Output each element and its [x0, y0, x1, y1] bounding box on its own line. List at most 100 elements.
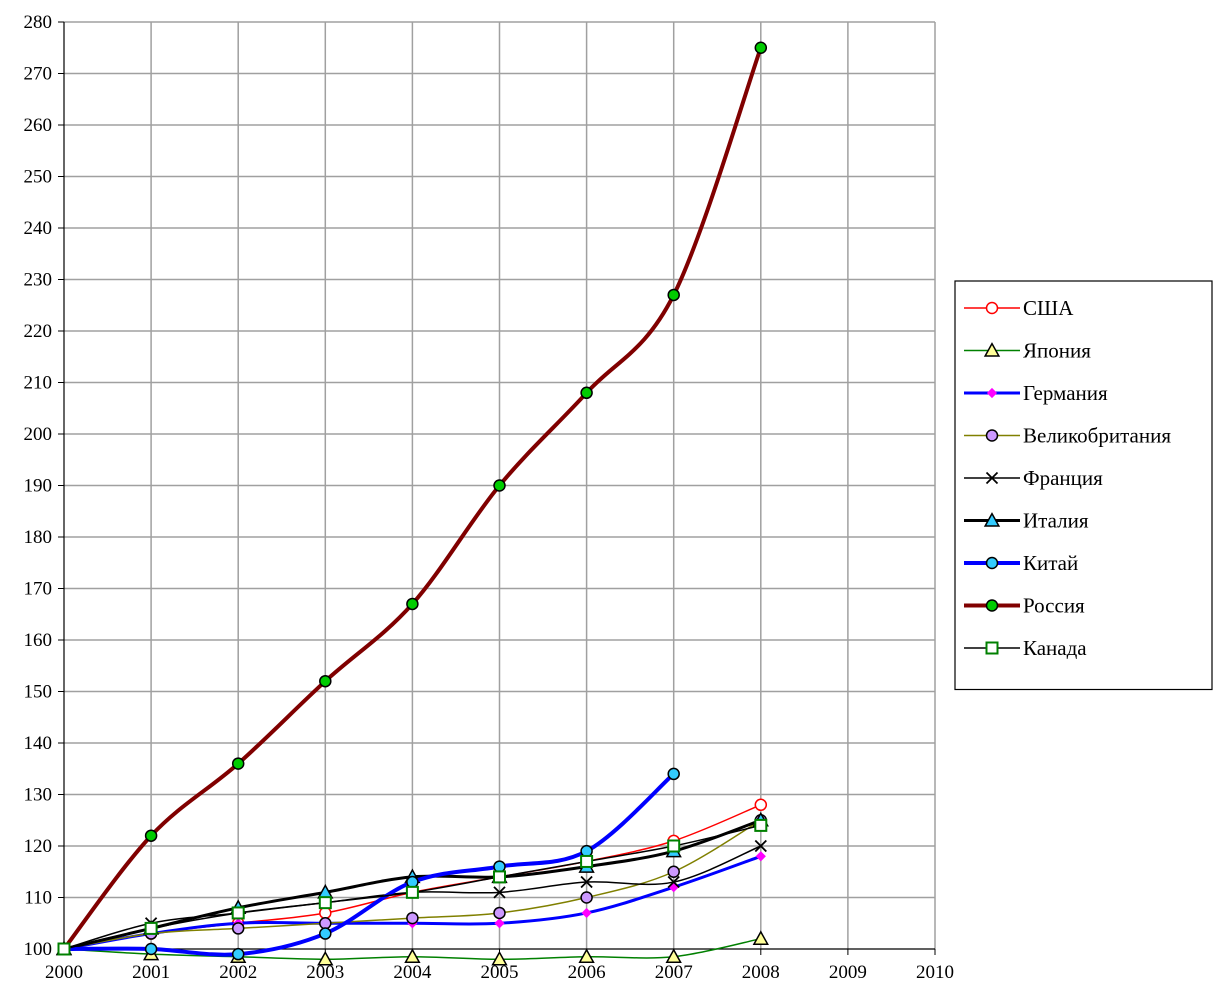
legend-label: Россия [1023, 594, 1085, 618]
legend-box [954, 280, 1213, 691]
y-tick-label: 270 [24, 64, 53, 85]
series-8 [57, 818, 768, 956]
data-point [406, 597, 419, 611]
data-point [57, 942, 71, 956]
data-point [754, 839, 767, 853]
data-point [754, 798, 768, 812]
data-point [231, 906, 245, 920]
x-marker-stroke [985, 471, 999, 485]
data-point [317, 950, 334, 966]
data-point [578, 948, 595, 963]
y-tick-label: 150 [24, 682, 53, 703]
x-tick-label: 2008 [742, 962, 780, 983]
legend-item: Франция [964, 466, 1103, 490]
y-tick-label: 130 [24, 785, 53, 806]
data-point [144, 942, 158, 956]
data-point [144, 921, 158, 935]
data-point [667, 875, 680, 889]
data-point [580, 891, 593, 904]
y-tick-label: 140 [24, 733, 53, 754]
y-tick-label: 210 [24, 373, 53, 394]
data-point [491, 950, 508, 966]
data-point [667, 767, 680, 781]
y-tick-label: 170 [24, 579, 53, 600]
data-point [667, 839, 681, 853]
legend-swatch-marker [985, 471, 999, 485]
data-point [667, 865, 680, 878]
x-tick-label: 2001 [132, 962, 170, 983]
y-tick-label: 220 [24, 321, 53, 342]
data-point [667, 288, 680, 302]
data-point [404, 948, 421, 963]
legend-swatch-marker [985, 429, 999, 442]
x-marker-stroke [754, 839, 767, 853]
legend-label: Германия [1023, 381, 1108, 405]
data-point [231, 947, 245, 961]
legend-item: Россия [964, 594, 1085, 618]
legend-label: Китай [1023, 551, 1078, 575]
legend-swatch-marker [983, 512, 1001, 527]
data-point [665, 948, 682, 963]
x-tick-label: 2006 [568, 962, 606, 983]
x-tick-label: 2003 [306, 962, 344, 983]
x-tick-label: 2010 [916, 962, 954, 983]
legend-label: США [1023, 296, 1074, 320]
legend: США Япония Германия Великобритания Франция Ит… [954, 280, 1213, 691]
data-point [754, 818, 768, 832]
data-point [581, 907, 592, 919]
legend-swatch-marker [983, 342, 1001, 357]
legend-item: Италия [964, 509, 1089, 533]
series-7 [57, 41, 768, 956]
y-tick-label: 190 [24, 476, 53, 497]
x-tick-label: 2002 [219, 962, 257, 983]
data-point [406, 911, 419, 925]
data-point [493, 886, 506, 899]
legend-swatch-marker [985, 641, 999, 655]
data-point [405, 885, 419, 899]
legend-label: Япония [1023, 339, 1091, 363]
legend-swatch-marker [985, 556, 999, 570]
legend-item: Канада [964, 636, 1087, 660]
y-tick-label: 160 [24, 630, 53, 651]
legend-swatch-marker [985, 599, 999, 612]
x-marker-stroke [667, 875, 680, 889]
y-tick-label: 200 [24, 424, 53, 445]
legend-item: Китай [964, 551, 1078, 575]
x-marker-stroke [580, 875, 593, 889]
legend-item: Германия [964, 381, 1108, 405]
data-point [231, 757, 245, 770]
data-point [319, 917, 332, 930]
y-tick-label: 230 [24, 270, 53, 291]
data-point [493, 906, 506, 920]
y-tick-label: 120 [24, 836, 53, 857]
data-point [580, 854, 594, 868]
y-tick-label: 110 [24, 888, 52, 909]
y-tick-label: 100 [24, 939, 53, 960]
x-tick-label: 2007 [655, 962, 693, 983]
legend-label: Великобритания [1023, 424, 1171, 448]
data-point [494, 918, 505, 929]
legend-item: Великобритания [964, 424, 1171, 448]
data-point [318, 896, 332, 910]
data-point [754, 41, 768, 54]
data-point [493, 870, 506, 884]
data-point [319, 927, 332, 940]
legend-label: Канада [1023, 636, 1087, 660]
y-tick-label: 260 [24, 115, 53, 136]
data-point [580, 386, 593, 400]
y-tick-label: 280 [24, 12, 53, 33]
y-tick-label: 180 [24, 527, 53, 548]
legend-label: Франция [1023, 466, 1103, 490]
legend-label: Италия [1023, 509, 1089, 533]
legend-item: США [964, 296, 1074, 320]
x-tick-label: 2000 [45, 962, 83, 983]
legend-swatch-marker [986, 387, 998, 399]
data-point [319, 674, 332, 688]
data-point [493, 479, 506, 492]
x-tick-label: 2005 [481, 962, 519, 983]
x-tick-label: 2004 [393, 962, 432, 983]
legend-item: Япония [964, 339, 1091, 363]
grid [64, 21, 936, 949]
